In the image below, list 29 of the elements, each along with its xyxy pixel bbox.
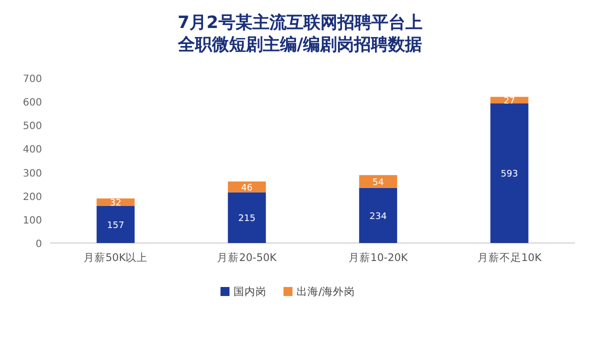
bar (359, 175, 398, 188)
bar (490, 103, 528, 243)
bar (359, 188, 398, 243)
data-label: 32 (110, 198, 122, 209)
data-label: 157 (107, 220, 124, 231)
y-tick-label: 0 (36, 239, 42, 250)
y-tick-label: 200 (22, 192, 42, 203)
data-label: 54 (372, 178, 384, 188)
y-tick-label: 300 (22, 168, 42, 180)
data-label: 234 (370, 212, 387, 222)
y-tick-label: 400 (22, 144, 42, 156)
y-tick-label: 500 (22, 121, 42, 132)
legend-label: 出海/海外岗 (296, 285, 356, 298)
bar (228, 192, 266, 243)
y-tick-label: 600 (22, 98, 42, 109)
data-label: 593 (500, 170, 518, 180)
data-label: 27 (504, 96, 516, 107)
bar (228, 181, 266, 192)
data-label: 46 (241, 183, 253, 194)
data-label: 215 (238, 214, 256, 224)
chart-title: 7月2号某主流互联网招聘平台上全职微短剧主编/编剧岗招聘数据 (176, 13, 422, 55)
bar (96, 206, 135, 243)
x-tick-label: 月薪10-20K (348, 251, 409, 264)
x-tick-label: 月薪50K以上 (84, 251, 148, 264)
x-tick-label: 月薪不足10K (477, 251, 543, 264)
y-tick-label: 700 (22, 74, 42, 85)
x-tick-label: 月薪20-50K (217, 251, 278, 264)
legend-label: 国内岗 (234, 285, 266, 298)
y-tick-label: 100 (22, 215, 42, 226)
